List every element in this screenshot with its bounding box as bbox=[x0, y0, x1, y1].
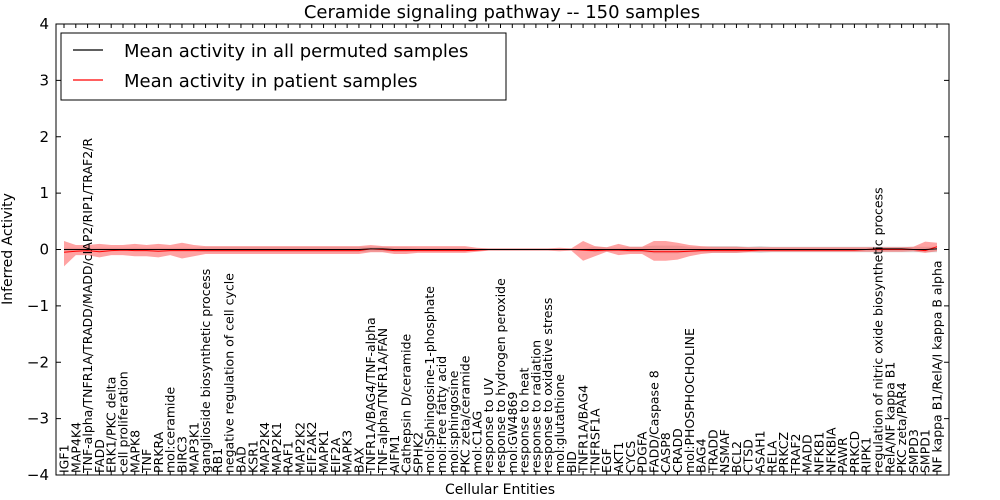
y-tick-label: −2 bbox=[27, 353, 49, 371]
x-tick-label: response to UV bbox=[481, 378, 496, 473]
x-tick-label: PRKCZ bbox=[776, 432, 791, 473]
x-tick-label: response to hydrogen peroxide bbox=[493, 278, 508, 473]
x-tick-label: BID bbox=[564, 451, 579, 473]
x-tick-label: EGF bbox=[599, 448, 614, 473]
x-tick-label: TNF-alpha/TNFR1A/FAN bbox=[375, 328, 390, 474]
y-tick-label: 2 bbox=[39, 128, 49, 146]
x-tick-label: MAPK1 bbox=[316, 430, 331, 473]
x-tick-label: mol:GW4869 bbox=[505, 392, 520, 473]
x-tick-label: ganglioside biosynthetic process bbox=[198, 269, 213, 473]
x-tick-label: CYCS bbox=[623, 441, 638, 473]
x-tick-label: mol:C1AG bbox=[469, 411, 484, 473]
x-tick-label: response to oxidative stress bbox=[540, 298, 555, 473]
legend-box bbox=[60, 32, 507, 101]
x-tick-label: TRADD bbox=[705, 429, 720, 474]
x-tick-label: PRKCD bbox=[847, 431, 862, 473]
x-tick-label: PKC zeta/ceramide bbox=[458, 355, 473, 473]
x-tick-label: ERK1/PKC delta bbox=[104, 377, 119, 473]
series-line-permuted bbox=[64, 248, 938, 250]
x-tick-label: PDGFA bbox=[635, 431, 650, 473]
x-tick-label: MAP2K1 bbox=[269, 422, 284, 473]
plot-area-frame bbox=[55, 23, 950, 476]
x-tick-label: BAD bbox=[234, 446, 249, 473]
x-tick-label: PRKRA bbox=[151, 431, 166, 473]
x-tick-label: TRAF2 bbox=[788, 433, 803, 474]
legend-label-permuted: Mean activity in all permuted samples bbox=[124, 41, 468, 62]
y-tick-label: 4 bbox=[39, 15, 49, 33]
x-tick-label: MAP2K4 bbox=[257, 422, 272, 473]
x-tick-label: TNFR1A/BAG4/TNF-alpha bbox=[363, 317, 378, 474]
legend-label-patient: Mean activity in patient samples bbox=[124, 71, 418, 92]
x-tick-label: CASP8 bbox=[658, 432, 673, 473]
x-tick-label: FADD/Caspase 8 bbox=[646, 370, 661, 473]
x-tick-label: mol:PHOSPHOCHOLINE bbox=[682, 328, 697, 473]
x-tick-label: PAWR bbox=[835, 437, 850, 473]
x-tick-label: RELA bbox=[764, 440, 779, 473]
x-tick-label: TNF-alpha/TNFR1A/TRADD/MADD/cIAP2/RIP1/T… bbox=[80, 138, 95, 474]
y-tick-label: 3 bbox=[39, 71, 49, 89]
y-tick-label: −3 bbox=[27, 410, 49, 428]
x-tick-label: NF kappa B1/RelA/I kappa B alpha bbox=[930, 260, 945, 473]
y-axis-label: Inferred Activity bbox=[0, 193, 16, 305]
x-tick-label: AKT1 bbox=[611, 442, 626, 473]
x-tick-label: RB1 bbox=[210, 448, 225, 473]
x-tick-label: TNF bbox=[139, 449, 154, 474]
x-tick-label: TNFR1A/BAG4 bbox=[576, 385, 591, 474]
x-tick-label: RelA/NF kappa B1 bbox=[882, 362, 897, 473]
x-tick-label: MAPK3 bbox=[340, 430, 355, 473]
x-tick-label: NFKBIA bbox=[823, 427, 838, 473]
x-tick-label: PKC zeta/PAR4 bbox=[894, 382, 909, 473]
x-tick-label: SPHK2 bbox=[410, 432, 425, 473]
x-tick-label: SMPD1 bbox=[918, 429, 933, 473]
confidence-band-patient bbox=[64, 241, 937, 267]
legend: Mean activity in all permuted samples Me… bbox=[60, 32, 507, 101]
y-tick-label: −4 bbox=[27, 466, 49, 484]
x-tick-label: MAP2K2 bbox=[292, 422, 307, 473]
x-tick-label: IGF1 bbox=[57, 444, 72, 473]
x-tick-label: mol:glutathione bbox=[552, 374, 567, 473]
x-tick-label: mol:sphingosine bbox=[446, 370, 461, 473]
x-tick-label: cell proliferation bbox=[116, 371, 131, 473]
x-tick-label: Cathepsin D/ceramide bbox=[399, 333, 414, 473]
x-tick-label: mol:Free fatty acid bbox=[434, 356, 449, 473]
x-tick-label: BAX bbox=[351, 447, 366, 473]
x-tick-label: NSMAF bbox=[717, 429, 732, 473]
x-tick-label: CRADD bbox=[670, 428, 685, 473]
x-tick-label: SMPD3 bbox=[906, 429, 921, 473]
x-tick-label: BAG4 bbox=[694, 438, 709, 473]
x-axis-label: Cellular Entities bbox=[445, 482, 555, 498]
y-tick-label: 1 bbox=[39, 184, 49, 202]
x-tick-label: MAPK8 bbox=[127, 430, 142, 473]
x-tick-label: regulation of nitric oxide biosynthetic … bbox=[871, 187, 886, 473]
x-tick-label: NFKB1 bbox=[812, 432, 827, 473]
x-tick-label: mol:ceramide bbox=[163, 387, 178, 473]
x-tick-label: BCL2 bbox=[729, 441, 744, 473]
x-tick-label: ASAH1 bbox=[753, 430, 768, 473]
x-tick-label: KSR1 bbox=[245, 440, 260, 473]
x-tick-label: MADD bbox=[800, 434, 815, 473]
x-tick-label: AIFM1 bbox=[387, 435, 402, 473]
x-tick-label: TNFRSF1A bbox=[587, 408, 602, 474]
x-tick-label: MAP4K4 bbox=[68, 422, 83, 473]
y-tick-label: −1 bbox=[27, 297, 49, 315]
x-tick-label: FADD bbox=[92, 439, 107, 473]
x-tick-label: response to radiation bbox=[528, 340, 543, 473]
x-tick-label: mol:Sphingosine-1-phosphate bbox=[422, 286, 437, 473]
x-tick-label: RIPK1 bbox=[859, 437, 874, 473]
x-tick-label: EIF2A bbox=[328, 437, 343, 473]
chart-title: Ceramide signaling pathway -- 150 sample… bbox=[304, 2, 700, 23]
x-tick-label: MAP3K1 bbox=[186, 422, 201, 473]
y-tick-label: 0 bbox=[39, 241, 49, 259]
x-tick-label: CTSD bbox=[741, 439, 756, 473]
x-tick-label: EIF2AK2 bbox=[304, 422, 319, 473]
x-tick-label: negative regulation of cell cycle bbox=[222, 273, 237, 473]
x-tick-label: BIRC3 bbox=[175, 436, 190, 473]
x-tick-label: RAF1 bbox=[281, 441, 296, 473]
x-tick-label: response to heat bbox=[517, 367, 532, 473]
